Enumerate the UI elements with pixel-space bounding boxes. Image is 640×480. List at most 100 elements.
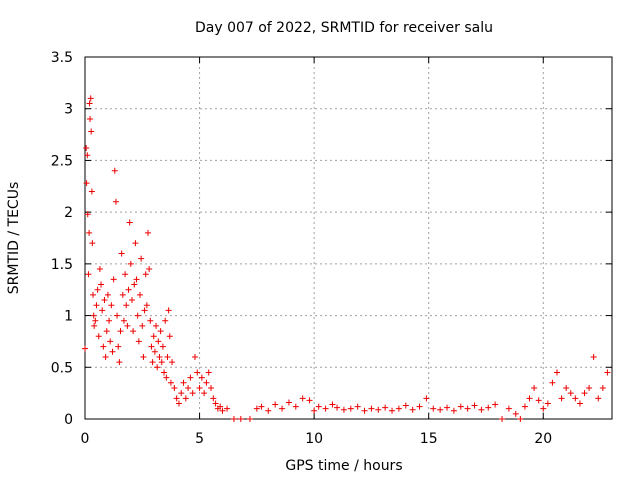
- data-point: [554, 369, 561, 376]
- data-point: [567, 390, 574, 397]
- data-point: [82, 345, 88, 352]
- data-point: [123, 302, 130, 309]
- data-point: [457, 403, 464, 410]
- y-tick-label: 1: [64, 309, 73, 325]
- data-point: [133, 276, 140, 283]
- data-point: [526, 395, 533, 402]
- data-point: [95, 333, 102, 340]
- data-point: [103, 328, 110, 335]
- data-point: [531, 384, 538, 391]
- data-point: [395, 405, 402, 412]
- y-tick-label: 2: [64, 205, 73, 221]
- data-point: [156, 353, 163, 360]
- data-point: [599, 384, 606, 391]
- data-point: [101, 297, 108, 304]
- data-point: [586, 384, 593, 391]
- data-point: [361, 407, 368, 414]
- data-point: [237, 416, 244, 422]
- data-point: [138, 255, 145, 262]
- data-point: [572, 395, 579, 402]
- data-point: [535, 397, 542, 404]
- data-point: [134, 312, 141, 319]
- data-point: [111, 167, 118, 174]
- data-point: [450, 407, 457, 414]
- y-tick-label: 3.5: [51, 50, 73, 66]
- data-point: [471, 402, 478, 409]
- data-point: [265, 407, 272, 414]
- data-point: [118, 250, 125, 257]
- chart-title: Day 007 of 2022, SRMTID for receiver sal…: [195, 20, 493, 36]
- data-point: [279, 405, 286, 412]
- data-point: [86, 100, 93, 107]
- data-point: [100, 343, 107, 350]
- data-point: [430, 405, 437, 412]
- data-point: [107, 338, 114, 345]
- data-point: [139, 322, 146, 329]
- data-point: [124, 322, 131, 329]
- data-point: [368, 405, 375, 412]
- data-point: [153, 322, 160, 329]
- data-point: [189, 390, 196, 397]
- data-point: [149, 359, 156, 366]
- data-point: [595, 395, 602, 402]
- data-point: [182, 395, 189, 402]
- data-point: [150, 333, 157, 340]
- data-point: [416, 403, 423, 410]
- data-point: [540, 405, 547, 412]
- data-point: [322, 405, 329, 412]
- data-point: [135, 338, 142, 345]
- data-point: [173, 395, 180, 402]
- data-point: [187, 374, 194, 381]
- data-point: [210, 395, 217, 402]
- data-point: [208, 384, 215, 391]
- data-point: [102, 353, 109, 360]
- data-point: [155, 338, 162, 345]
- data-point: [178, 390, 185, 397]
- data-point: [86, 229, 93, 236]
- y-tick-label: 2.5: [51, 153, 73, 169]
- data-point: [131, 281, 138, 288]
- data-point: [423, 395, 430, 402]
- data-point: [158, 359, 165, 366]
- x-tick-label: 10: [305, 431, 323, 447]
- data-point: [157, 328, 164, 335]
- data-point: [151, 348, 158, 355]
- data-point: [185, 384, 192, 391]
- data-point: [315, 403, 322, 410]
- data-point: [148, 343, 155, 350]
- data-point: [110, 276, 117, 283]
- data-point: [154, 364, 161, 371]
- data-point: [88, 128, 95, 135]
- data-point: [142, 271, 149, 278]
- data-point: [146, 266, 153, 273]
- data-points: [82, 95, 611, 422]
- data-point: [122, 271, 129, 278]
- data-point: [246, 416, 253, 422]
- data-point: [117, 328, 124, 335]
- data-point: [90, 291, 97, 298]
- data-point: [389, 407, 396, 414]
- data-point: [299, 395, 306, 402]
- data-point: [130, 328, 137, 335]
- x-tick-label: 20: [534, 431, 552, 447]
- data-point: [581, 390, 588, 397]
- plot-frame: [84, 56, 613, 420]
- data-point: [136, 291, 143, 298]
- data-point: [120, 317, 127, 324]
- data-point: [375, 406, 382, 413]
- data-point: [83, 145, 90, 152]
- data-point: [201, 390, 208, 397]
- tick-labels: 0 5 10 15 20 0 0.5 1 1.5 2 2.5 3 3.5: [51, 50, 552, 447]
- data-point: [505, 405, 512, 412]
- data-point: [87, 116, 94, 123]
- data-point: [292, 403, 299, 410]
- data-point: [125, 286, 132, 293]
- data-point: [84, 211, 91, 218]
- data-point: [334, 404, 341, 411]
- data-point: [98, 281, 105, 288]
- data-point: [89, 240, 96, 247]
- y-tick-label: 1.5: [51, 257, 73, 273]
- x-axis-label: GPS time / hours: [285, 458, 402, 474]
- data-point: [175, 400, 182, 407]
- data-point: [119, 291, 126, 298]
